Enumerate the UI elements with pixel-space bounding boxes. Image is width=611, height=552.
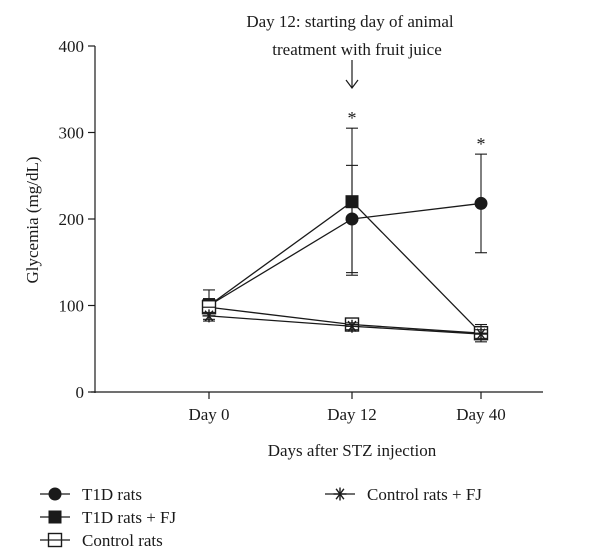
series-line — [208, 200, 482, 334]
y-tick-label: 200 — [59, 210, 85, 229]
significance-star: * — [477, 134, 486, 154]
series-3 — [202, 309, 488, 341]
series-1 — [202, 127, 488, 343]
legend-label: Control rats — [82, 531, 163, 550]
y-tick-label: 100 — [59, 297, 85, 316]
legend-item: T1D rats + FJ — [40, 508, 176, 527]
data-point — [474, 196, 488, 210]
annotation-arrow-head — [345, 79, 359, 89]
y-tick-label: 300 — [59, 124, 85, 143]
x-tick-label: Day 12 — [327, 405, 377, 424]
legend-marker — [47, 532, 63, 548]
x-tick-label: Day 0 — [188, 405, 229, 424]
significance-star: * — [348, 108, 357, 128]
legend-item: Control rats + FJ — [325, 485, 482, 504]
series-0 — [202, 153, 488, 313]
annotation-line-1: Day 12: starting day of animal — [246, 12, 454, 31]
x-axis-label: Days after STZ injection — [268, 441, 437, 460]
chart-series — [201, 127, 489, 343]
y-tick-label: 0 — [76, 383, 85, 402]
chart-annotation: Day 12: starting day of animal treatment… — [246, 12, 485, 154]
legend-marker — [333, 487, 347, 501]
data-point — [474, 327, 488, 341]
annotation-line-2: treatment with fruit juice — [272, 40, 441, 59]
data-point — [345, 195, 359, 209]
legend-marker — [48, 510, 62, 524]
legend-item: T1D rats — [40, 485, 142, 504]
data-point — [202, 309, 216, 323]
legend-label: T1D rats + FJ — [82, 508, 176, 527]
y-tick-label: 400 — [59, 37, 85, 56]
legend-item: Control rats — [40, 531, 163, 550]
data-point — [345, 319, 359, 333]
x-tick-label: Day 40 — [456, 405, 506, 424]
chart-axes: 0 100 200 300 400 Day 0 Day 12 Day 40 — [59, 37, 543, 424]
y-axis-label: Glycemia (mg/dL) — [23, 157, 42, 284]
legend-marker — [48, 487, 62, 501]
legend-label: Control rats + FJ — [367, 485, 482, 504]
legend-label: T1D rats — [82, 485, 142, 504]
series-line — [208, 202, 482, 307]
chart-legend: T1D rats T1D rats + FJ Control rats Control… — [40, 485, 482, 550]
series-2 — [201, 300, 489, 341]
